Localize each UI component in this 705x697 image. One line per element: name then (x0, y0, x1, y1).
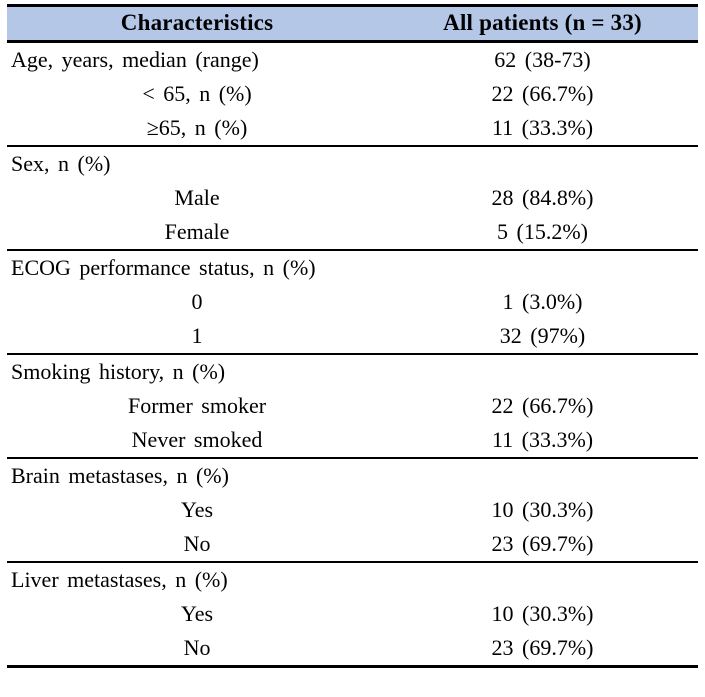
item-value: 23 (69.7%) (491, 635, 594, 660)
item-row: 0 1 (3.0%) (7, 285, 698, 319)
section-label: ECOG performance status, n (%) (7, 249, 388, 285)
item-row: Former smoker 22 (66.7%) (7, 389, 698, 423)
item-label: 1 (191, 323, 203, 348)
item-row: Yes 10 (30.3%) (7, 597, 698, 631)
section-value (387, 145, 698, 181)
item-value: 22 (66.7%) (491, 81, 594, 106)
item-row: No 23 (69.7%) (7, 631, 698, 667)
item-value: 11 (33.3%) (491, 427, 594, 452)
section-value: 62 (38-73) (494, 47, 591, 72)
item-row: 1 32 (97%) (7, 319, 698, 354)
section-row: Brain metastases, n (%) (7, 457, 698, 493)
table-header: Characteristics All patients (n = 33) (7, 5, 698, 43)
item-label: 0 (191, 289, 203, 314)
item-row: Female 5 (15.2%) (7, 215, 698, 250)
table-header-row: Characteristics All patients (n = 33) (7, 5, 698, 43)
item-row: Never smoked 11 (33.3%) (7, 423, 698, 458)
item-row: ≥65, n (%) 11 (33.3%) (7, 111, 698, 146)
item-value: 10 (30.3%) (491, 497, 594, 522)
section-label: Age, years, median (range) (11, 47, 259, 72)
item-value: 23 (69.7%) (491, 531, 594, 556)
item-label: ≥65, n (%) (146, 115, 248, 140)
section-value (387, 457, 698, 493)
section-row: Liver metastases, n (%) (7, 561, 698, 597)
header-all-patients: All patients (n = 33) (387, 5, 698, 43)
item-label: Female (164, 219, 230, 244)
section-label: Smoking history, n (%) (7, 353, 388, 389)
section-row: Smoking history, n (%) (7, 353, 698, 389)
item-label: Yes (181, 497, 214, 522)
item-value: 22 (66.7%) (491, 393, 594, 418)
section-label: Sex, n (%) (7, 145, 388, 181)
table-page: Characteristics All patients (n = 33) Ag… (7, 4, 698, 668)
item-label: Former smoker (128, 393, 267, 418)
item-value: 32 (97%) (499, 323, 586, 348)
section-row: Sex, n (%) (7, 145, 698, 181)
item-label: No (183, 635, 211, 660)
item-value: 28 (84.8%) (491, 185, 594, 210)
item-label: No (183, 531, 211, 556)
item-value: 11 (33.3%) (491, 115, 594, 140)
item-label: Yes (181, 601, 214, 626)
section-value (387, 561, 698, 597)
section-label: Liver metastases, n (%) (7, 561, 388, 597)
section-value (387, 353, 698, 389)
item-value: 1 (3.0%) (502, 289, 583, 314)
item-label: Male (174, 185, 220, 210)
section-row: Age, years, median (range) 62 (38-73) (7, 42, 698, 78)
item-row: < 65, n (%) 22 (66.7%) (7, 77, 698, 111)
item-row: Male 28 (84.8%) (7, 181, 698, 215)
table-body: Age, years, median (range) 62 (38-73) < 65… (7, 42, 698, 667)
section-row: ECOG performance status, n (%) (7, 249, 698, 285)
item-label: < 65, n (%) (142, 81, 252, 106)
header-characteristics: Characteristics (7, 5, 388, 43)
item-row: No 23 (69.7%) (7, 527, 698, 562)
section-value (387, 249, 698, 285)
item-value: 10 (30.3%) (491, 601, 594, 626)
patient-characteristics-table: Characteristics All patients (n = 33) Ag… (7, 4, 698, 668)
item-label: Never smoked (131, 427, 263, 452)
item-value: 5 (15.2%) (497, 219, 589, 244)
item-row: Yes 10 (30.3%) (7, 493, 698, 527)
section-label: Brain metastases, n (%) (7, 457, 388, 493)
